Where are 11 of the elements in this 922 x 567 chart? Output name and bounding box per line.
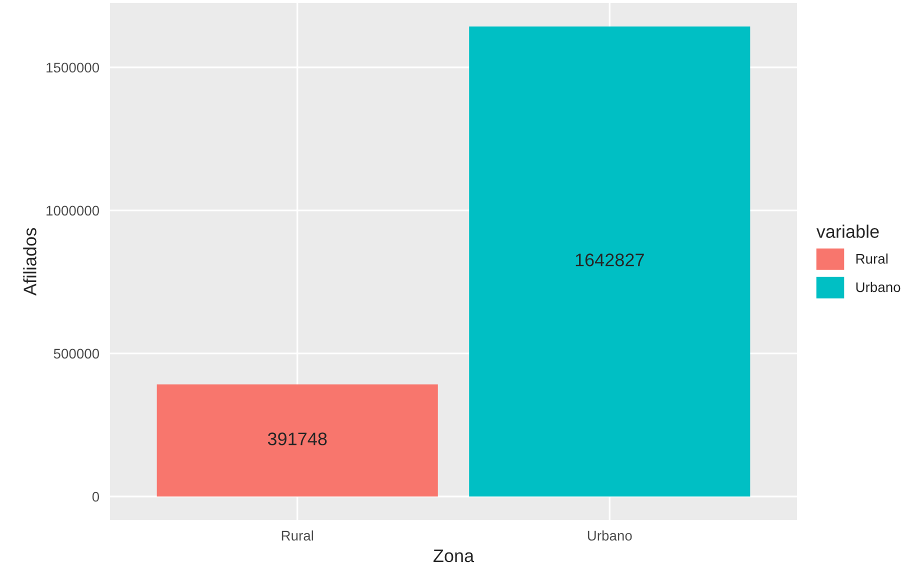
legend-label: Rural [856,254,888,264]
x-axis-title: Zona [434,550,474,562]
y-axis-title: Afiliados [23,228,36,296]
y-tick-label: 0 [92,492,100,502]
y-tick-label: 1500000 [46,62,100,73]
y-tick-label: 1000000 [46,206,100,216]
y-tick-label: 500000 [54,348,100,359]
data-label: 391748 [268,432,327,446]
data-label: 1642827 [576,254,644,266]
legend-title: variable [816,224,879,238]
legend-label: Urbano [856,282,900,292]
